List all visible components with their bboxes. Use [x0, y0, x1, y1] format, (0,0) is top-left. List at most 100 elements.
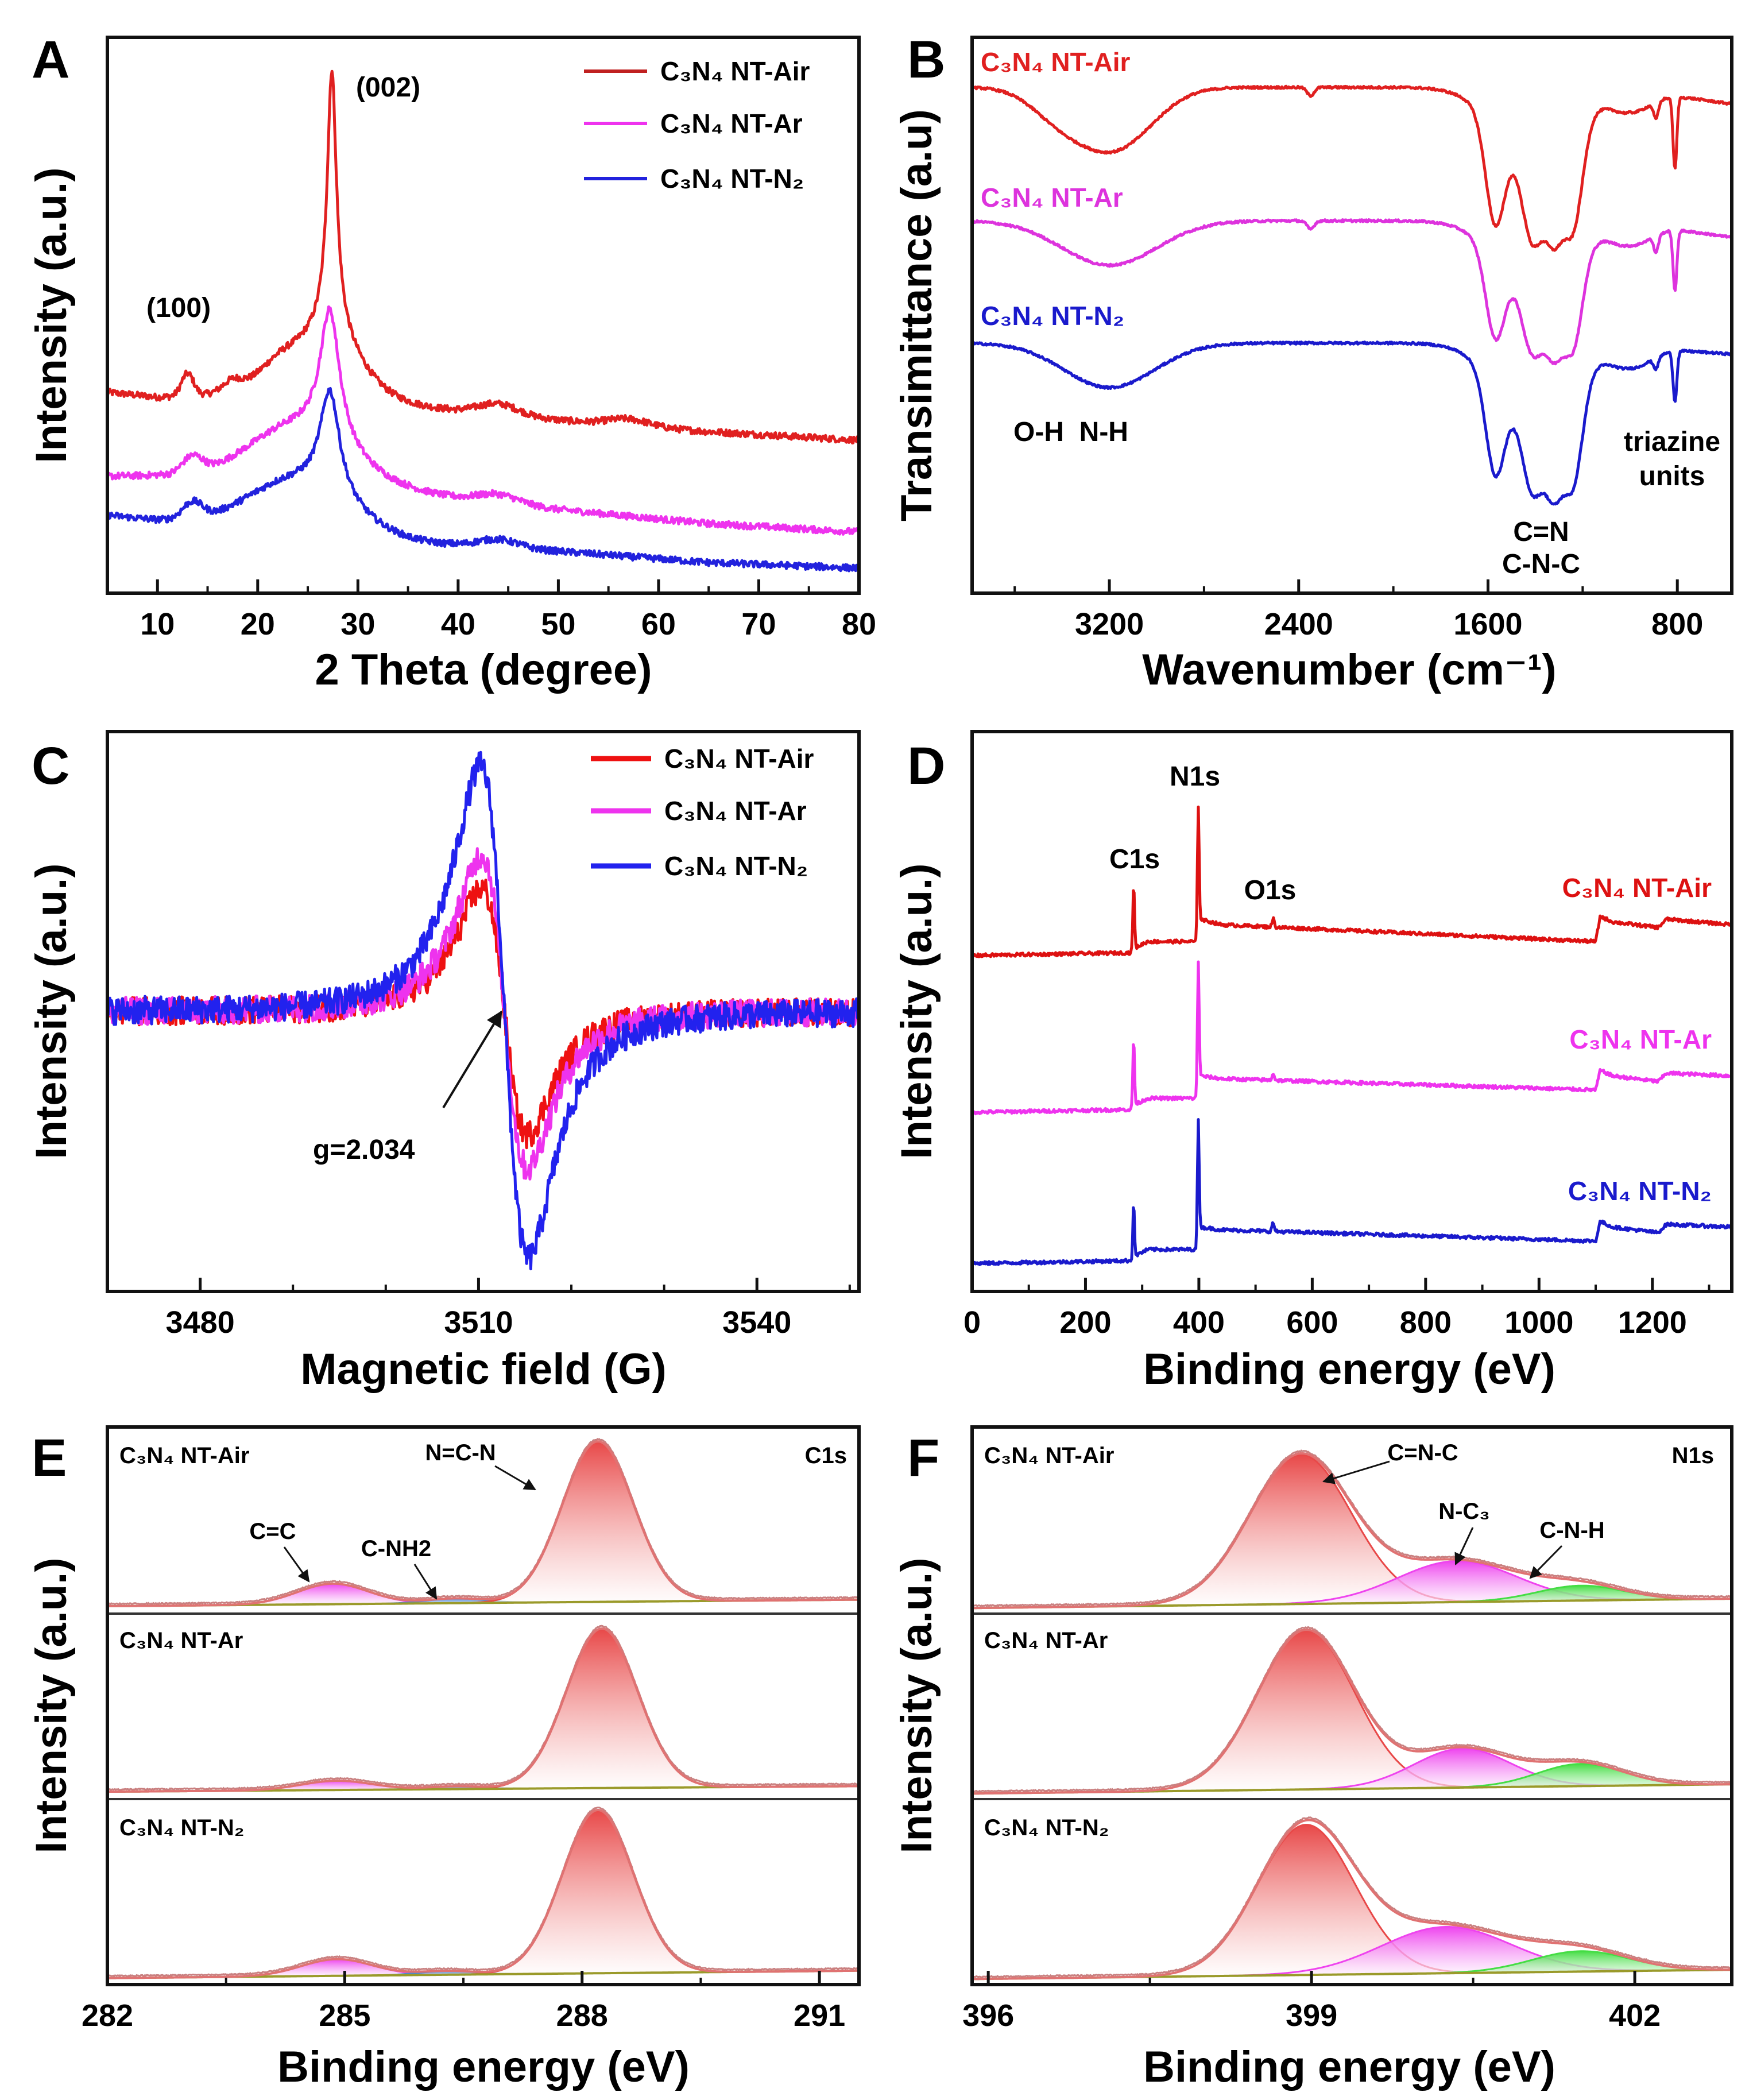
- x-tick-label: 0: [963, 1305, 981, 1340]
- axes-frame-b: [970, 36, 1733, 595]
- envelope-line: [972, 1819, 1732, 1981]
- series-label-n2: C₃N₄ NT-N₂: [1568, 1176, 1712, 1206]
- region-label-c1s: C1s: [805, 1443, 847, 1468]
- x-tick-label: 3540: [722, 1305, 791, 1340]
- series-label-air: C₃N₄ NT-Air: [1562, 873, 1712, 903]
- raw-data-line: [107, 1438, 859, 1606]
- y-axis-label-b: Transimittance (a.u): [892, 109, 941, 521]
- envelope-line: [107, 1627, 859, 1793]
- x-tick-label: 800: [1400, 1305, 1452, 1340]
- g-factor-label: g=2.034: [313, 1135, 415, 1165]
- component-fill: [107, 1959, 859, 1978]
- legend-item: C₃N₄ NT-Ar: [664, 796, 807, 826]
- g-factor-arrow: [442, 1010, 502, 1109]
- peak-label-n1s: N1s: [1170, 761, 1220, 792]
- x-tick-label: 40: [441, 607, 475, 641]
- series-line-1: [107, 305, 859, 536]
- series-line-0: [107, 69, 859, 444]
- panel-label-e: E: [32, 1429, 67, 1487]
- x-tick-label: 1000: [1504, 1305, 1573, 1340]
- x-tick-label: 10: [140, 607, 175, 641]
- annotation-arrow: [1454, 1527, 1474, 1565]
- x-tick-label: 285: [319, 1998, 370, 2033]
- component-fill: [972, 1455, 1732, 1608]
- y-axis-label-f: Intensity (a.u.): [892, 1557, 941, 1853]
- component-fill: [972, 1824, 1732, 1979]
- x-tick-label: 30: [340, 607, 375, 641]
- panel-label-f: F: [907, 1429, 939, 1487]
- legend-item: C₃N₄ NT-Ar: [660, 109, 803, 138]
- x-tick-label: 2400: [1264, 607, 1333, 641]
- annotation-arrow: [1322, 1460, 1390, 1484]
- band-label-cn: C=N: [1513, 517, 1569, 547]
- x-tick-label: 3200: [1075, 607, 1144, 641]
- y-axis-label-a: Intensity (a.u.): [27, 167, 76, 463]
- y-axis-label-d: Intensity (a.u.): [892, 863, 941, 1159]
- subplot-label: C₃N₄ NT-N₂: [119, 1815, 245, 1840]
- x-tick-label: 396: [962, 1998, 1014, 2033]
- series-label-ar: C₃N₄ NT-Ar: [981, 183, 1123, 212]
- plot-area-c: [107, 751, 859, 1271]
- band-label-cnc: C-N-C: [1502, 549, 1580, 579]
- legend-a: C₃N₄ NT-Air C₃N₄ NT-Ar C₃N₄ NT-N₂: [584, 56, 810, 194]
- axes-frame-c: [106, 730, 861, 1293]
- component-label: N=C-N: [425, 1440, 496, 1465]
- series-line-2: [972, 341, 1732, 506]
- band-label-oh-nh: O-H N-H: [1013, 417, 1128, 447]
- band-label-triazine: triazine: [1624, 427, 1720, 457]
- raw-data-line: [107, 1625, 859, 1791]
- x-tick-label: 3480: [166, 1305, 235, 1340]
- raw-data-line: [107, 1807, 859, 1978]
- component-fill: [972, 1630, 1732, 1794]
- series-line-2: [972, 1118, 1732, 1266]
- axes-frame-a: [106, 36, 861, 595]
- axes-frame-f: [970, 1425, 1733, 1986]
- annotation-arrow: [1529, 1545, 1563, 1579]
- envelope-line: [972, 1628, 1732, 1795]
- annotation-arrow: [413, 1564, 438, 1600]
- component-label: C=N-C: [1387, 1440, 1458, 1465]
- x-tick-label: 400: [1173, 1305, 1225, 1340]
- series-line-1: [972, 218, 1732, 366]
- component-label: N-C₃: [1438, 1499, 1490, 1524]
- y-axis-label-e: Intensity (a.u.): [27, 1557, 76, 1853]
- component-label: C-NH2: [361, 1536, 431, 1561]
- peak-label-002: (002): [356, 72, 420, 103]
- x-axis-label-a: 2 Theta (degree): [315, 645, 652, 694]
- envelope-line: [107, 1809, 859, 1979]
- peak-label-c1s: C1s: [1109, 844, 1160, 875]
- x-axis-label-f: Binding energy (eV): [1143, 2043, 1555, 2091]
- x-axis-label-b: Wavenumber (cm⁻¹): [1142, 645, 1556, 694]
- raw-data-line: [972, 1816, 1732, 1978]
- series-line-2: [107, 386, 859, 573]
- series-line-1: [972, 960, 1732, 1116]
- x-tick-label: 1600: [1453, 607, 1522, 641]
- raw-data-line: [972, 1449, 1732, 1607]
- plot-area-e: [107, 1438, 859, 1979]
- envelope-line: [107, 1440, 859, 1607]
- plot-area-a: [107, 69, 859, 573]
- series-line-0: [972, 805, 1732, 958]
- peak-label-100: (100): [146, 293, 211, 323]
- plot-area-b: [972, 84, 1732, 506]
- annotation-arrow: [494, 1465, 536, 1491]
- subplot-label: C₃N₄ NT-Ar: [984, 1628, 1108, 1653]
- legend-item: C₃N₄ NT-N₂: [660, 164, 804, 194]
- x-tick-label: 60: [641, 607, 676, 641]
- x-tick-label: 282: [82, 1998, 133, 2033]
- subplot-label: C₃N₄ NT-Air: [119, 1443, 249, 1468]
- x-tick-label: 800: [1651, 607, 1703, 641]
- legend-c: C₃N₄ NT-Air C₃N₄ NT-Ar C₃N₄ NT-N₂: [591, 744, 814, 881]
- x-tick-label: 3510: [444, 1305, 513, 1340]
- x-tick-label: 50: [541, 607, 575, 641]
- x-tick-label: 291: [794, 1998, 845, 2033]
- series-line-0: [972, 84, 1732, 252]
- panel-label-c: C: [32, 737, 69, 795]
- panel-label-a: A: [32, 30, 69, 89]
- series-line-2: [107, 751, 859, 1271]
- x-tick-label: 288: [556, 1998, 608, 2033]
- axes-frame-d: [970, 730, 1733, 1293]
- plot-area-f: [972, 1449, 1732, 1981]
- x-axis-label-c: Magnetic field (G): [300, 1345, 667, 1394]
